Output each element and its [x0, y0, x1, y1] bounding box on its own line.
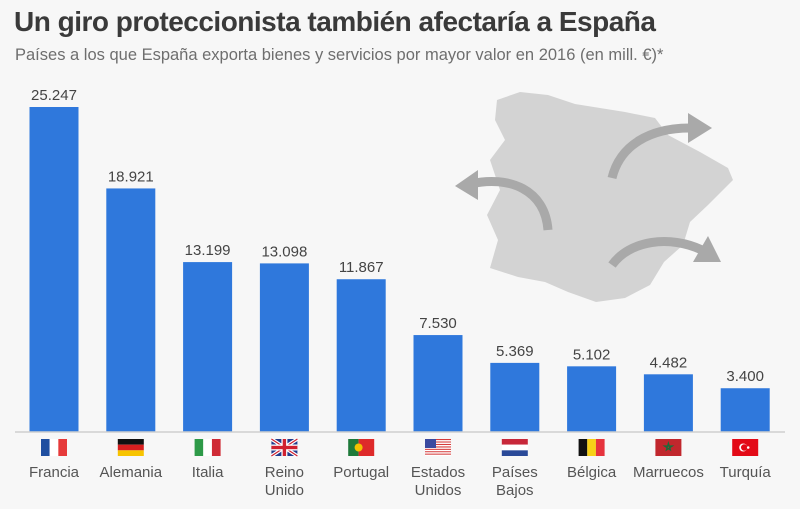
- arrow-northeast: [607, 123, 691, 180]
- arrow-west: [469, 176, 553, 231]
- bar: [183, 262, 233, 432]
- value-label: 7.530: [419, 315, 457, 332]
- flag-turkey-icon: [732, 439, 759, 456]
- arrow-east-head: [693, 236, 721, 262]
- bar: [643, 374, 693, 432]
- category-label: Estados: [411, 464, 465, 481]
- category-label: Unido: [265, 482, 304, 499]
- chart-subtitle: Países a los que España exporta bienes y…: [15, 46, 664, 64]
- category-label: Marruecos: [633, 464, 704, 481]
- spain-map-illustration: [455, 92, 733, 302]
- chart-title: Un giro proteccionista también afectaría…: [14, 6, 656, 37]
- flag-belgium-icon: [578, 439, 605, 456]
- flag-netherlands-icon: [501, 439, 528, 456]
- flag-uk-icon: [270, 437, 299, 458]
- value-label: 4.482: [650, 354, 688, 371]
- category-label: Alemania: [100, 464, 163, 481]
- flag-france-icon: [41, 439, 67, 456]
- value-label: 25.247: [31, 87, 77, 104]
- flag-usa-icon: [425, 439, 451, 456]
- flag-germany-icon: [117, 439, 144, 456]
- arrow-west-head: [455, 170, 478, 200]
- flag-italy-icon: [194, 439, 221, 456]
- value-label: 13.199: [185, 242, 231, 259]
- category-label: Portugal: [333, 464, 389, 481]
- value-label: 18.921: [108, 168, 154, 185]
- arrow-east: [608, 237, 704, 268]
- value-label: 5.102: [573, 346, 611, 363]
- category-label: Turquía: [720, 464, 772, 481]
- value-label: 3.400: [726, 368, 764, 385]
- category-label: Italia: [192, 464, 224, 481]
- value-label: 13.098: [261, 243, 307, 260]
- value-label: 11.867: [339, 259, 384, 276]
- flag-portugal-icon: [348, 439, 375, 456]
- bar: [259, 263, 309, 432]
- bar: [567, 366, 617, 432]
- spain-map-shape: [487, 92, 733, 302]
- bar: [413, 335, 463, 432]
- arrow-northeast-head: [688, 113, 712, 143]
- category-label: Reino: [265, 464, 304, 481]
- category-label: Países: [492, 464, 538, 481]
- category-label: Bélgica: [567, 464, 617, 481]
- category-label: Francia: [29, 464, 80, 481]
- bar: [106, 188, 156, 432]
- flag-morocco-icon: [655, 439, 682, 456]
- bar: [490, 362, 540, 432]
- category-label: Bajos: [496, 482, 534, 499]
- category-label: Unidos: [415, 482, 462, 499]
- bar: [336, 279, 386, 432]
- bar: [29, 107, 79, 432]
- bar: [720, 388, 770, 432]
- value-label: 5.369: [496, 343, 534, 360]
